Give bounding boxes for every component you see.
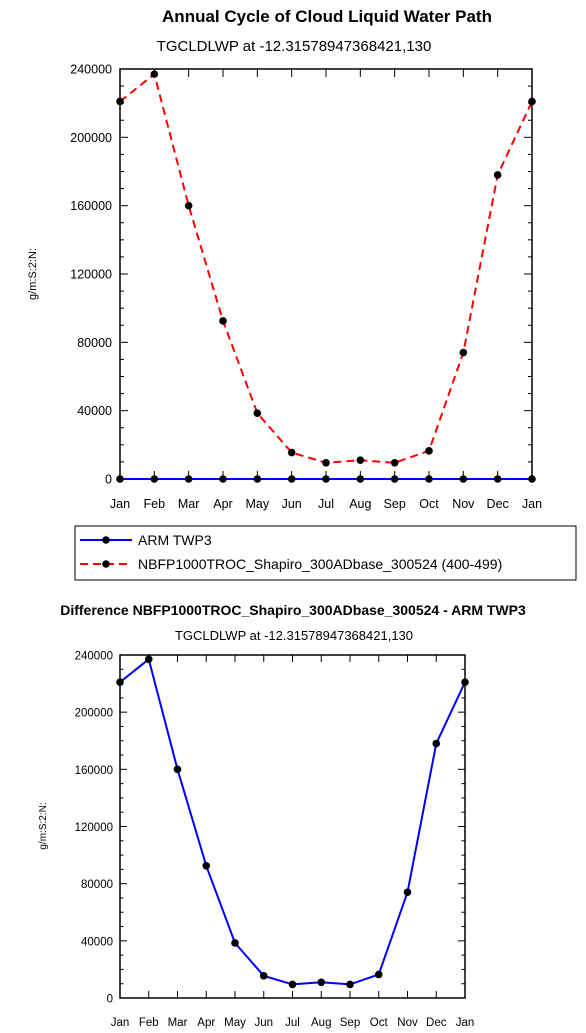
- chart-1-series-1-point: [322, 475, 330, 483]
- chart-2-series-1-point: [403, 888, 412, 897]
- chart-2-series-1-line: [119, 657, 466, 986]
- chart-1-x-tick-label: Jan: [522, 497, 542, 511]
- chart-1-series-2-point: [390, 458, 399, 467]
- chart-2-x-tick-label: Jul: [285, 1017, 300, 1029]
- chart-2-x-tick-label: Mar: [168, 1017, 188, 1029]
- chart-2-series-1-point: [317, 978, 326, 987]
- chart-1-series-2-point: [322, 458, 330, 467]
- chart-2-x-tick-label: Jan: [456, 1017, 475, 1029]
- chart-1-series-2-point: [356, 456, 365, 465]
- chart-2-plot-frame: [119, 654, 466, 999]
- chart-1-x-tick-label: Oct: [419, 497, 439, 511]
- chart-1-series-2-point: [184, 201, 193, 210]
- chart-2-x-tick-label: Apr: [197, 1017, 215, 1029]
- chart-1-series-1-point: [493, 475, 502, 483]
- chart-2-title: Difference NBFP1000TROC_Shapiro_300ADbas…: [60, 602, 526, 618]
- chart-1-series-1-point: [425, 475, 433, 483]
- chart-2-series-1-point: [259, 972, 268, 980]
- chart-2-y-tick-label: 40000: [81, 936, 113, 948]
- chart-1-subtitle: TGCLDLWP at -12.315789473684​21,130: [157, 38, 432, 55]
- chart-1-series-1-point: [287, 475, 296, 483]
- chart-2-x-tick-label: Aug: [311, 1017, 331, 1029]
- legend-box: [74, 525, 577, 581]
- chart-2-x-tick-label: Oct: [370, 1017, 389, 1029]
- legend-2-marker: [102, 560, 110, 568]
- chart-1-series-2-point: [493, 171, 502, 179]
- chart-1-x-tick-label: Sep: [384, 497, 406, 511]
- chart-1-series-2-point: [116, 97, 124, 106]
- legend-1-label: ARM TWP3: [138, 532, 212, 548]
- chart-2-y-axis-label: g/m:S:2:N:: [38, 802, 49, 849]
- chart-1-series-1-point: [219, 475, 227, 483]
- chart-1-series-2-point: [425, 447, 433, 455]
- chart-1-series-1-point: [184, 475, 193, 483]
- chart-2-series-1-point: [346, 980, 354, 989]
- chart-2-series-1-point: [202, 862, 211, 870]
- chart-1-series-1-point: [116, 475, 124, 483]
- chart-1-series-1-point: [150, 475, 159, 483]
- chart-2-x-tick-label: Nov: [397, 1017, 418, 1029]
- chart-1-x-tick-label: Dec: [487, 497, 509, 511]
- chart-1-series-1-point: [528, 475, 536, 483]
- chart-2-subtitle: TGCLDLWP at -12.315789473684​21,130: [175, 628, 413, 643]
- chart-1-x-tick-label: Apr: [213, 497, 232, 511]
- chart-2-y-tick-label: 240000: [75, 651, 113, 663]
- chart-2-x-tick-label: Sep: [340, 1017, 360, 1029]
- chart-2-x-tick-label: Jun: [254, 1017, 273, 1029]
- chart-2-x-tick-label: Feb: [139, 1017, 159, 1029]
- chart-1-x-tick-label: Jun: [282, 497, 302, 511]
- chart-1-y-tick-label: 200000: [70, 131, 112, 145]
- chart-2-series-1-point: [288, 980, 297, 989]
- chart-1-x-tick-label: Jul: [318, 497, 334, 511]
- chart-1-x-tick-label: Feb: [144, 497, 166, 511]
- chart-1-series-2-point: [150, 70, 159, 78]
- chart-1-series-1-point: [459, 475, 468, 483]
- chart-1-y-tick-label: 40000: [77, 404, 112, 418]
- chart-1-y-tick-label: 80000: [77, 336, 112, 350]
- legend-1-marker: [102, 536, 110, 544]
- chart-2-series-1-point: [116, 678, 124, 686]
- chart-2-y-tick-label: 80000: [81, 879, 113, 891]
- chart-1-series-2-point: [287, 448, 296, 457]
- chart-1-series-2-point: [459, 348, 468, 357]
- chart-2-x-tick-label: Dec: [426, 1017, 447, 1029]
- chart-1-y-tick-label: 120000: [70, 268, 112, 282]
- chart-1-y-axis-label: g/m:S:2:N:: [27, 248, 39, 300]
- chart-2-series-1-point: [461, 678, 469, 686]
- chart-1-x-tick-label: Jan: [110, 497, 130, 511]
- chart-1-y-tick-label: 160000: [70, 199, 112, 213]
- chart-2-x-tick-label: Jan: [111, 1017, 130, 1029]
- chart-2-y-tick-label: 200000: [75, 708, 113, 720]
- chart-2-series-1-point: [173, 765, 182, 774]
- chart-1-series-1-point: [253, 475, 262, 483]
- chart-2-series-1-point: [144, 655, 153, 664]
- chart-1-series-2-point: [253, 409, 262, 418]
- chart-1-title: Annual Cycle of Cloud Liquid Water Path: [162, 7, 492, 26]
- chart-1-series-2-point: [219, 317, 227, 325]
- legend-2-label: NBFP1000TROC_Shapiro_300ADbase_300524 (4…: [138, 556, 502, 572]
- chart-2-x-tick-label: May: [224, 1017, 246, 1029]
- chart-1-y-tick-label: 0: [105, 473, 112, 487]
- chart-1-plot-frame: [119, 68, 533, 480]
- chart-1-x-tick-label: Nov: [452, 497, 475, 511]
- chart-2-y-tick-label: 0: [107, 994, 113, 1006]
- chart-2-series-1-point: [432, 739, 441, 748]
- chart-1-y-tick-label: 240000: [70, 63, 112, 77]
- chart-1-x-tick-label: Mar: [178, 497, 200, 511]
- chart-2-series-1-point: [231, 939, 239, 947]
- chart-1-series-1-point: [390, 475, 399, 483]
- chart-1-series-2-line: [119, 72, 533, 464]
- chart-1-x-tick-label: May: [246, 497, 270, 511]
- chart-2-series-1-point: [374, 970, 383, 979]
- chart-2-y-tick-label: 160000: [75, 765, 113, 777]
- chart-1-series-1-point: [356, 475, 365, 483]
- chart-2-y-tick-label: 120000: [75, 822, 113, 834]
- chart-1-series-2-point: [528, 97, 536, 106]
- chart-1-x-tick-label: Aug: [349, 497, 371, 511]
